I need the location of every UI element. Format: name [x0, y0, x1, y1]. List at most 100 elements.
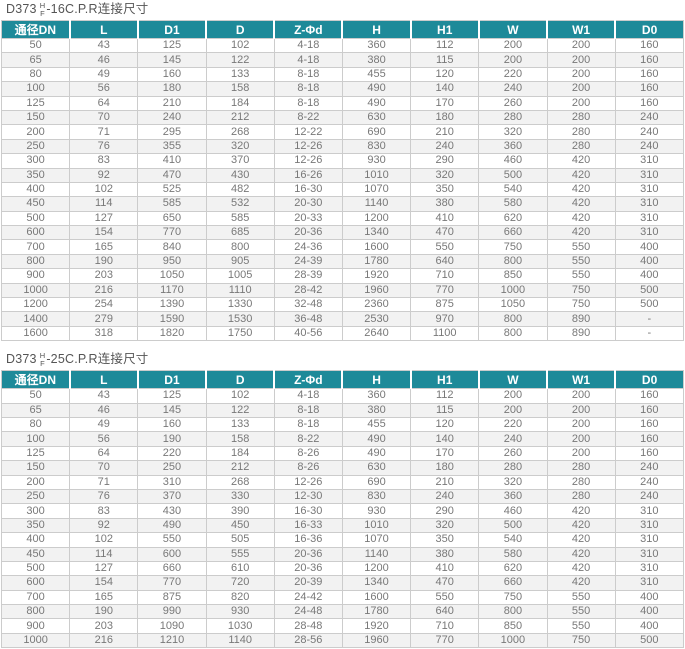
- table-cell: 8-18: [273, 66, 343, 83]
- title-stack-bottom: F: [40, 8, 45, 18]
- table-cell: 70: [69, 109, 139, 126]
- table-cell: 76: [69, 138, 139, 155]
- table-cell: 400: [614, 618, 685, 634]
- table-cell: 500: [0, 210, 71, 227]
- table-cell: 43: [69, 388, 139, 404]
- table-cell: 200: [478, 52, 548, 68]
- table-cell: 1050: [137, 268, 207, 284]
- table-cell: 240: [614, 488, 685, 505]
- table-cell: 460: [478, 503, 548, 519]
- table-cell: 160: [614, 81, 685, 97]
- table-cell: 420: [546, 575, 616, 591]
- table-cell: 240: [614, 109, 685, 126]
- table-cell: 310: [614, 210, 685, 227]
- table-row: 65 46 145 122 4-18 380 115 200 200 160: [0, 52, 685, 68]
- title-hf-stack: H F: [40, 352, 46, 367]
- table-cell: 482: [205, 181, 275, 198]
- table-cell: 700: [0, 589, 71, 606]
- table-cell: 550: [546, 589, 616, 606]
- table-cell: 320: [410, 517, 480, 534]
- table-cell: 71: [69, 124, 139, 140]
- table-row: 450 114 600 555 20-36 1140 380 580 420 310: [0, 546, 685, 562]
- table-cell: 280: [546, 488, 616, 505]
- column-header: 通径DN: [1, 20, 70, 39]
- table-cell: 410: [410, 210, 480, 227]
- table-cell: 930: [205, 604, 275, 620]
- table-cell: 165: [69, 589, 139, 606]
- table-cell: 122: [205, 52, 275, 68]
- table-cell: 160: [137, 416, 207, 433]
- table-cell: 450: [205, 517, 275, 534]
- table-cell: 800: [478, 604, 548, 620]
- table-cell: 295: [137, 124, 207, 140]
- table-cell: 240: [410, 488, 480, 505]
- column-header: D0: [614, 20, 684, 39]
- table-row: 1400 279 1590 1530 36-48 2530 970 800 890-: [0, 311, 685, 327]
- table-cell: 900: [0, 618, 71, 634]
- table-cell: 250: [0, 138, 71, 155]
- table-cell: 160: [614, 416, 685, 433]
- table-cell: 268: [205, 474, 275, 490]
- table-cell: 8-18: [273, 95, 343, 111]
- table-cell: 240: [614, 474, 685, 490]
- table-cell: 500: [614, 632, 685, 649]
- table-row: 65 46 145 122 8-18 380 115 200 200 160: [0, 402, 685, 418]
- table-cell: 750: [546, 282, 616, 299]
- column-header: H1: [409, 370, 479, 390]
- table-cell: 930: [341, 153, 412, 169]
- table-cell: 140: [410, 431, 480, 447]
- table-cell: 360: [478, 488, 548, 505]
- table-cell: 420: [546, 560, 616, 577]
- table-cell: 20-39: [273, 575, 343, 591]
- table-row: 80 49 160 133 8-18 455 120 220 200 160: [0, 66, 685, 83]
- table-cell: 400: [0, 532, 71, 548]
- table-cell: 16-36: [273, 532, 343, 548]
- table-cell: 540: [478, 532, 548, 548]
- table-row: 200 71 295 268 12-22 690 210 320 280 240: [0, 124, 685, 140]
- table-cell: 710: [410, 268, 480, 284]
- table-cell: 380: [341, 52, 412, 68]
- table-row: 100 56 180 158 8-18 490 140 240 200 160: [0, 81, 685, 97]
- table-cell: 800: [0, 253, 71, 270]
- table-cell: 76: [69, 488, 139, 505]
- table-cell: 115: [410, 52, 480, 68]
- table-cell: 20-36: [273, 225, 343, 241]
- table-cell: 240: [137, 109, 207, 126]
- table-cell: 8-18: [273, 416, 343, 433]
- table-row: 1000 216 1210 1140 28-56 1960 770 1000 750 500: [0, 632, 685, 649]
- table-cell: 430: [205, 167, 275, 183]
- table-cell: 216: [69, 632, 139, 649]
- table-cell: 1170: [137, 282, 207, 299]
- table-cell: 640: [410, 604, 480, 620]
- table-cell: 190: [69, 604, 139, 620]
- table-cell: 154: [69, 575, 139, 591]
- table-cell: 49: [69, 66, 139, 83]
- table-row: 450 114 585 532 20-30 1140 380 580 420 310: [0, 196, 685, 212]
- title-stack-bottom: F: [40, 358, 45, 368]
- table-cell: 127: [69, 560, 139, 577]
- table-cell: 1600: [0, 325, 71, 342]
- table-cell: 420: [546, 181, 616, 198]
- table-cell: 160: [614, 388, 685, 404]
- table-cell: 505: [205, 532, 275, 548]
- table-cell: 1200: [0, 297, 71, 313]
- table-cell: 370: [205, 153, 275, 169]
- table-cell: 490: [137, 517, 207, 534]
- table-cell: 990: [137, 604, 207, 620]
- table-cell: 16-26: [273, 167, 343, 183]
- table-cell: 350: [410, 181, 480, 198]
- table-cell: 490: [341, 445, 412, 462]
- table-row: 250 76 355 320 12-26 830 240 360 280 240: [0, 138, 685, 155]
- table-cell: 470: [137, 167, 207, 183]
- table-cell: 1000: [0, 632, 71, 649]
- title-suffix: -25C.P.R连接尺寸: [46, 352, 149, 367]
- column-header: H1: [409, 20, 479, 39]
- table-cell: 280: [546, 474, 616, 490]
- table-cell: 710: [410, 618, 480, 634]
- table-cell: 770: [137, 575, 207, 591]
- table-cell: 660: [478, 225, 548, 241]
- table-cell: 1600: [341, 589, 412, 606]
- table-cell: 1780: [341, 604, 412, 620]
- table-cell: 240: [614, 124, 685, 140]
